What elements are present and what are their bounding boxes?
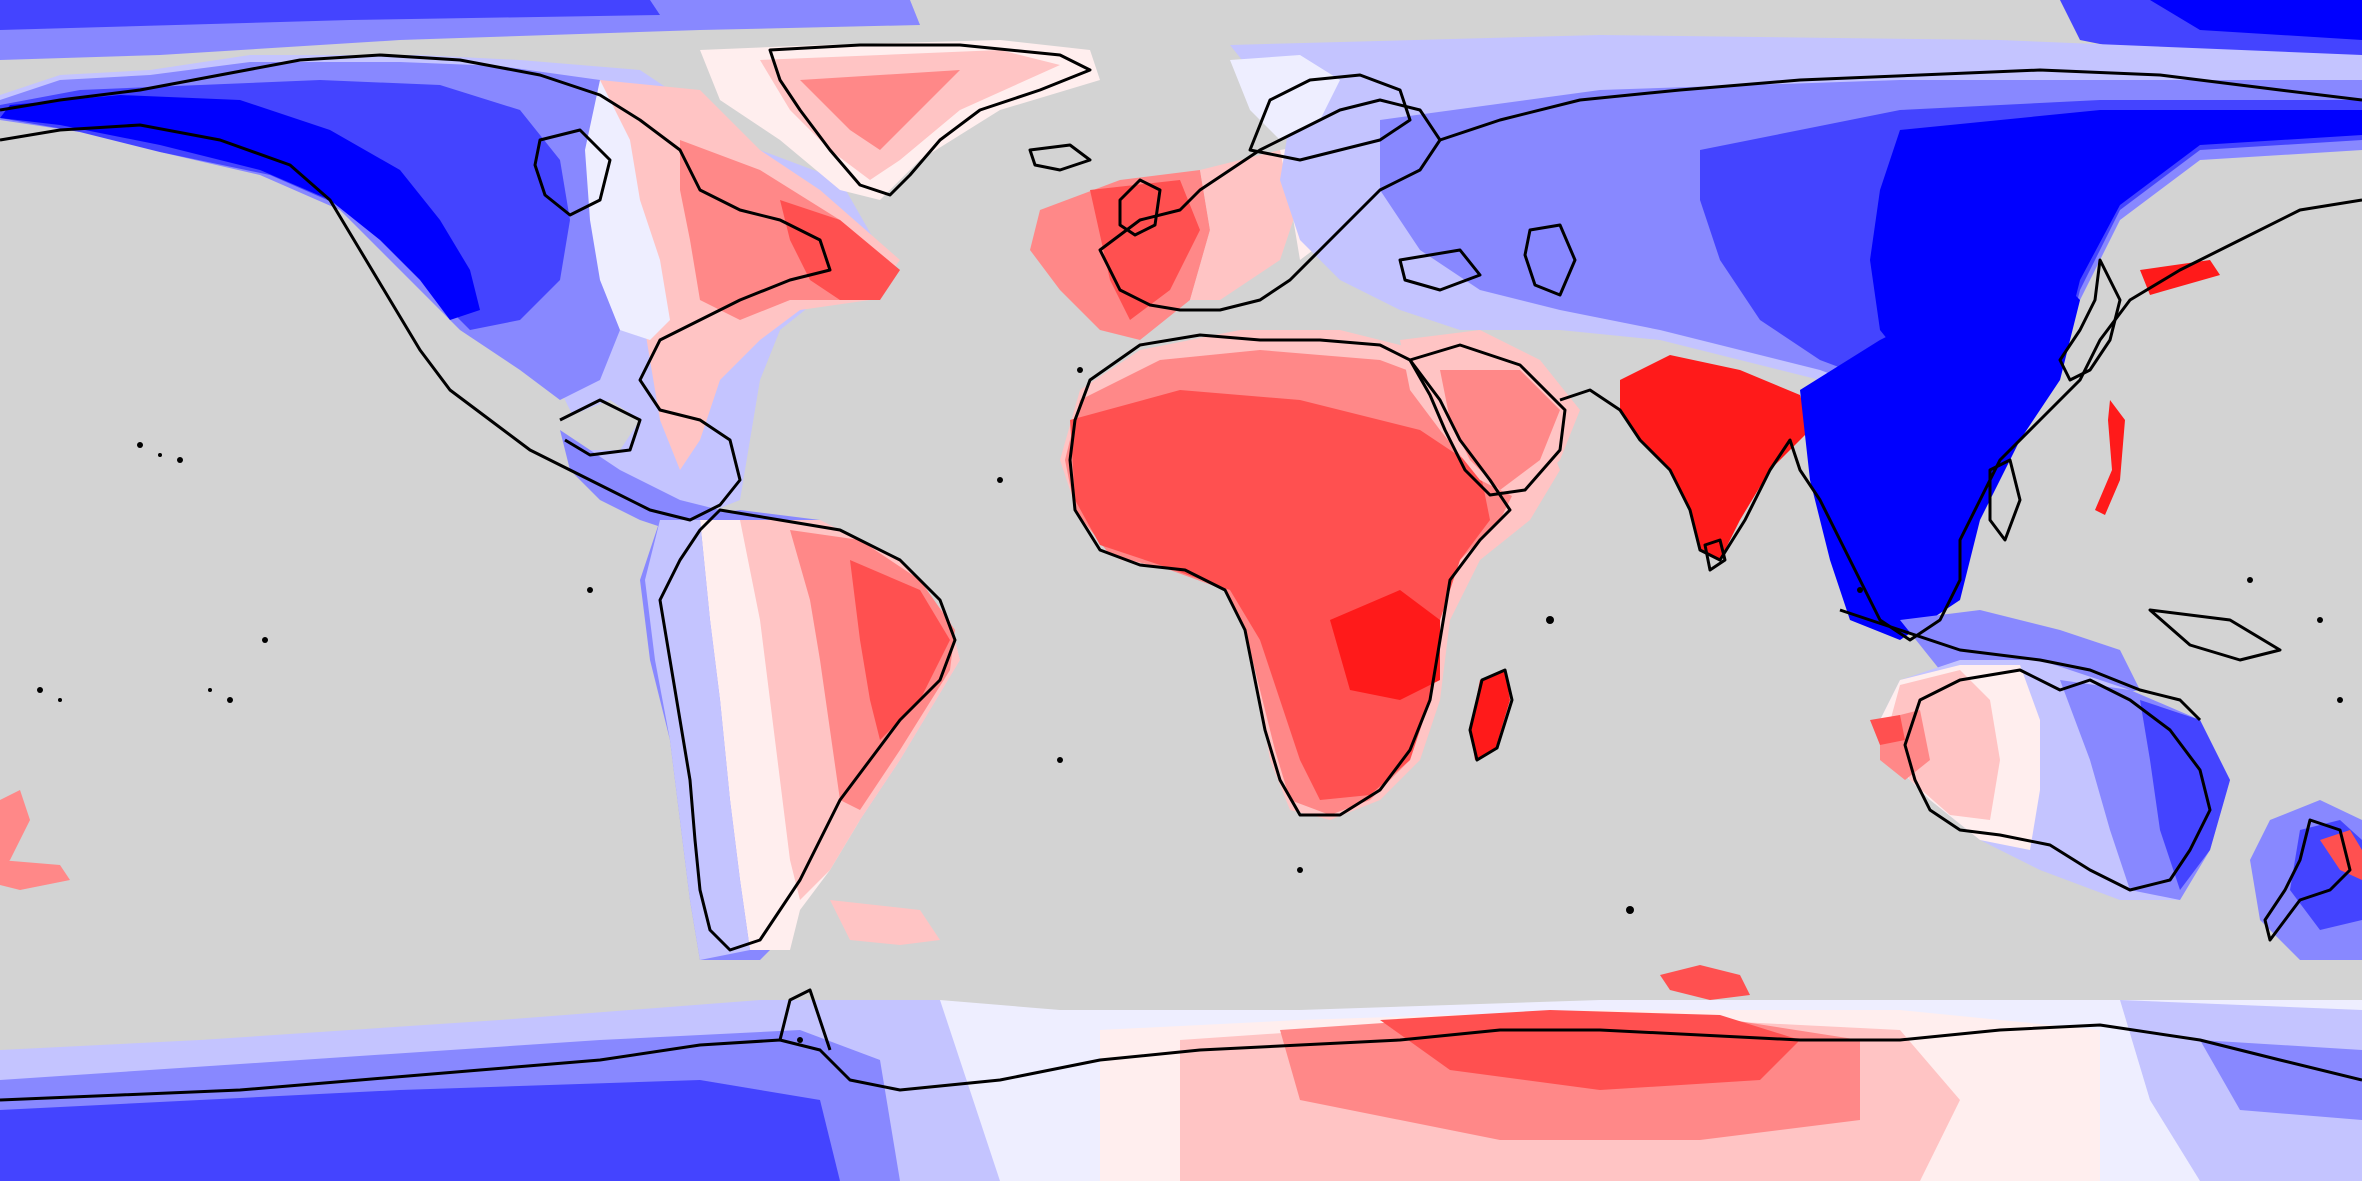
- region-australia: [1880, 660, 2230, 900]
- region-india: [1620, 355, 1810, 560]
- region-south-america: [640, 510, 960, 960]
- coastline-europe: [1098, 98, 1442, 312]
- coastline-british-isles: [1118, 178, 1162, 237]
- coastline-scandinavia: [1248, 73, 1412, 162]
- coastline-greenland: [768, 43, 1092, 197]
- region-southern-islands: [0, 715, 1905, 1000]
- coastline-south-america: [658, 508, 957, 952]
- region-arabia: [1400, 330, 1580, 500]
- coastline-new-zealand: [2263, 818, 2352, 942]
- region-north-america: [0, 55, 900, 540]
- coastline-antarctic-peninsula: [778, 988, 832, 1051]
- coastline-caspian: [1523, 223, 1577, 297]
- region-africa: [1060, 330, 1560, 820]
- coastline-arabia: [1408, 343, 1567, 497]
- coastline-iceland: [1028, 143, 1092, 172]
- coastline-japan: [2058, 258, 2122, 382]
- coastlines: [0, 43, 2362, 1102]
- coastline-australia: [1903, 668, 2212, 892]
- arctic-band: [0, 0, 2362, 70]
- coastline-new-guinea: [2148, 608, 2282, 662]
- coastline-north-america: [0, 53, 832, 522]
- coastline-indonesia: [1839, 608, 2202, 722]
- island-dots: [37, 367, 2343, 1043]
- coastline-asia: [1439, 68, 2362, 642]
- coastline-antarctica: [0, 1023, 2362, 1102]
- coastline-black-sea: [1398, 248, 1482, 292]
- coastline-sri-lanka: [1703, 538, 1727, 572]
- coastline-gulf-mexico: [559, 398, 642, 457]
- region-greenland: [700, 40, 1100, 200]
- coastline-philippines: [1988, 458, 2022, 542]
- coastline-hudson-bay: [533, 128, 612, 217]
- coastline-madagascar: [1468, 668, 1514, 762]
- coastline-africa: [1068, 333, 1512, 817]
- region-japan: [2095, 260, 2220, 515]
